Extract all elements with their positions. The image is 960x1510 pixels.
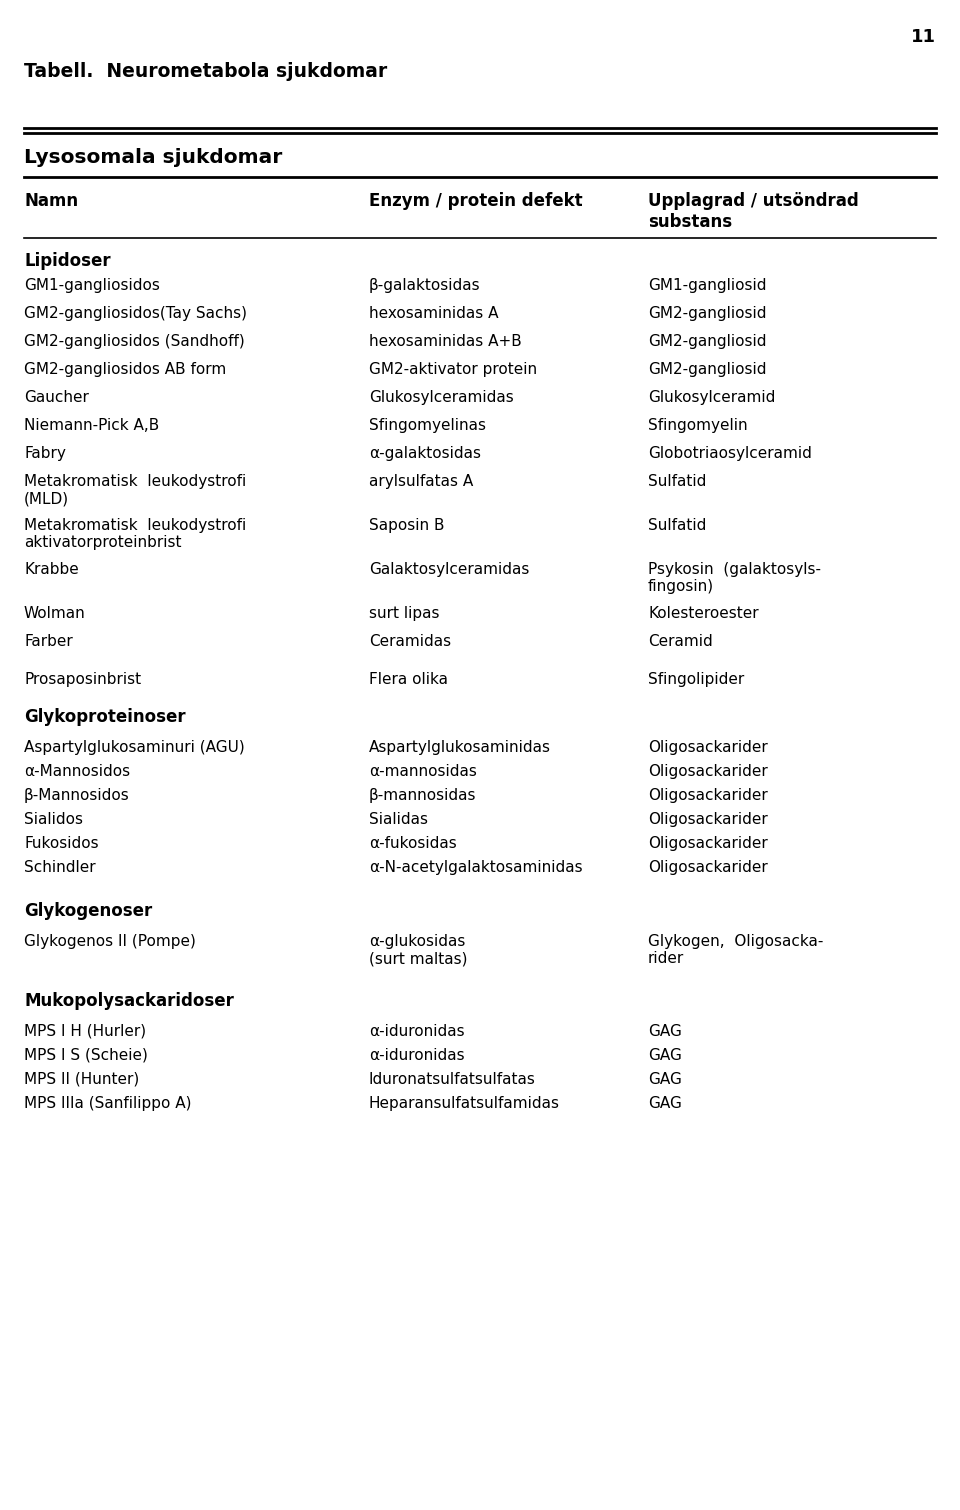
Text: Aspartylglukosaminidas: Aspartylglukosaminidas xyxy=(369,740,551,755)
Text: α-N-acetylgalaktosaminidas: α-N-acetylgalaktosaminidas xyxy=(369,861,583,874)
Text: β-Mannosidos: β-Mannosidos xyxy=(24,788,130,803)
Text: Oligosackarider: Oligosackarider xyxy=(648,861,768,874)
Text: α-iduronidas: α-iduronidas xyxy=(369,1048,465,1063)
Text: Oligosackarider: Oligosackarider xyxy=(648,837,768,852)
Text: 11: 11 xyxy=(911,29,936,45)
Text: Ceramidas: Ceramidas xyxy=(369,634,451,649)
Text: hexosaminidas A+B: hexosaminidas A+B xyxy=(369,334,521,349)
Text: Glykogen,  Oligosacka-
rider: Glykogen, Oligosacka- rider xyxy=(648,935,824,966)
Text: Sulfatid: Sulfatid xyxy=(648,474,707,489)
Text: Sfingomyelinas: Sfingomyelinas xyxy=(369,418,486,433)
Text: Oligosackarider: Oligosackarider xyxy=(648,740,768,755)
Text: Schindler: Schindler xyxy=(24,861,96,874)
Text: Enzym / protein defekt: Enzym / protein defekt xyxy=(369,192,583,210)
Text: Lysosomala sjukdomar: Lysosomala sjukdomar xyxy=(24,148,282,168)
Text: Kolesteroester: Kolesteroester xyxy=(648,606,758,621)
Text: Glukosylceramid: Glukosylceramid xyxy=(648,390,776,405)
Text: GAG: GAG xyxy=(648,1072,682,1087)
Text: Glukosylceramidas: Glukosylceramidas xyxy=(369,390,514,405)
Text: α-glukosidas
(surt maltas): α-glukosidas (surt maltas) xyxy=(369,935,468,966)
Text: Oligosackarider: Oligosackarider xyxy=(648,788,768,803)
Text: Wolman: Wolman xyxy=(24,606,85,621)
Text: surt lipas: surt lipas xyxy=(369,606,440,621)
Text: GM2-gangliosidos (Sandhoff): GM2-gangliosidos (Sandhoff) xyxy=(24,334,245,349)
Text: Oligosackarider: Oligosackarider xyxy=(648,812,768,827)
Text: Lipidoser: Lipidoser xyxy=(24,252,110,270)
Text: α-fukosidas: α-fukosidas xyxy=(369,837,457,852)
Text: Glykogenoser: Glykogenoser xyxy=(24,901,153,920)
Text: Niemann-Pick A,B: Niemann-Pick A,B xyxy=(24,418,159,433)
Text: Aspartylglukosaminuri (AGU): Aspartylglukosaminuri (AGU) xyxy=(24,740,245,755)
Text: Tabell.  Neurometabola sjukdomar: Tabell. Neurometabola sjukdomar xyxy=(24,62,387,82)
Text: Ceramid: Ceramid xyxy=(648,634,712,649)
Text: MPS IIIa (Sanfilippo A): MPS IIIa (Sanfilippo A) xyxy=(24,1096,191,1111)
Text: GM2-gangliosid: GM2-gangliosid xyxy=(648,307,766,322)
Text: MPS II (Hunter): MPS II (Hunter) xyxy=(24,1072,139,1087)
Text: Sfingomyelin: Sfingomyelin xyxy=(648,418,748,433)
Text: Sialidas: Sialidas xyxy=(369,812,428,827)
Text: Globotriaosylceramid: Globotriaosylceramid xyxy=(648,445,812,461)
Text: Sulfatid: Sulfatid xyxy=(648,518,707,533)
Text: Krabbe: Krabbe xyxy=(24,562,79,577)
Text: Metakromatisk  leukodystrofi
aktivatorproteinbrist: Metakromatisk leukodystrofi aktivatorpro… xyxy=(24,518,247,551)
Text: Metakromatisk  leukodystrofi
(MLD): Metakromatisk leukodystrofi (MLD) xyxy=(24,474,247,506)
Text: GM1-gangliosidos: GM1-gangliosidos xyxy=(24,278,160,293)
Text: Galaktosylceramidas: Galaktosylceramidas xyxy=(369,562,529,577)
Text: Mukopolysackaridoser: Mukopolysackaridoser xyxy=(24,992,234,1010)
Text: α-Mannosidos: α-Mannosidos xyxy=(24,764,131,779)
Text: β-galaktosidas: β-galaktosidas xyxy=(369,278,481,293)
Text: Prosaposinbrist: Prosaposinbrist xyxy=(24,672,141,687)
Text: Fabry: Fabry xyxy=(24,445,66,461)
Text: Iduronatsulfatsulfatas: Iduronatsulfatsulfatas xyxy=(369,1072,536,1087)
Text: α-mannosidas: α-mannosidas xyxy=(369,764,477,779)
Text: Flera olika: Flera olika xyxy=(369,672,448,687)
Text: hexosaminidas A: hexosaminidas A xyxy=(369,307,498,322)
Text: Oligosackarider: Oligosackarider xyxy=(648,764,768,779)
Text: Namn: Namn xyxy=(24,192,78,210)
Text: MPS I S (Scheie): MPS I S (Scheie) xyxy=(24,1048,148,1063)
Text: GM2-gangliosidos AB form: GM2-gangliosidos AB form xyxy=(24,362,227,378)
Text: Fukosidos: Fukosidos xyxy=(24,837,99,852)
Text: Farber: Farber xyxy=(24,634,73,649)
Text: MPS I H (Hurler): MPS I H (Hurler) xyxy=(24,1024,146,1039)
Text: GM2-gangliosid: GM2-gangliosid xyxy=(648,362,766,378)
Text: GM2-gangliosidos(Tay Sachs): GM2-gangliosidos(Tay Sachs) xyxy=(24,307,247,322)
Text: GM1-gangliosid: GM1-gangliosid xyxy=(648,278,766,293)
Text: GAG: GAG xyxy=(648,1024,682,1039)
Text: α-galaktosidas: α-galaktosidas xyxy=(369,445,481,461)
Text: Upplagrad / utsöndrad
substans: Upplagrad / utsöndrad substans xyxy=(648,192,859,231)
Text: GAG: GAG xyxy=(648,1096,682,1111)
Text: Sfingolipider: Sfingolipider xyxy=(648,672,744,687)
Text: GM2-aktivator protein: GM2-aktivator protein xyxy=(369,362,538,378)
Text: Saposin B: Saposin B xyxy=(369,518,444,533)
Text: α-iduronidas: α-iduronidas xyxy=(369,1024,465,1039)
Text: Glykogenos II (Pompe): Glykogenos II (Pompe) xyxy=(24,935,196,948)
Text: arylsulfatas A: arylsulfatas A xyxy=(369,474,473,489)
Text: GM2-gangliosid: GM2-gangliosid xyxy=(648,334,766,349)
Text: Glykoproteinoser: Glykoproteinoser xyxy=(24,708,185,726)
Text: Psykosin  (galaktosyls-
fingosin): Psykosin (galaktosyls- fingosin) xyxy=(648,562,821,595)
Text: GAG: GAG xyxy=(648,1048,682,1063)
Text: Gaucher: Gaucher xyxy=(24,390,89,405)
Text: β-mannosidas: β-mannosidas xyxy=(369,788,476,803)
Text: Heparansulfatsulfamidas: Heparansulfatsulfamidas xyxy=(369,1096,560,1111)
Text: Sialidos: Sialidos xyxy=(24,812,83,827)
